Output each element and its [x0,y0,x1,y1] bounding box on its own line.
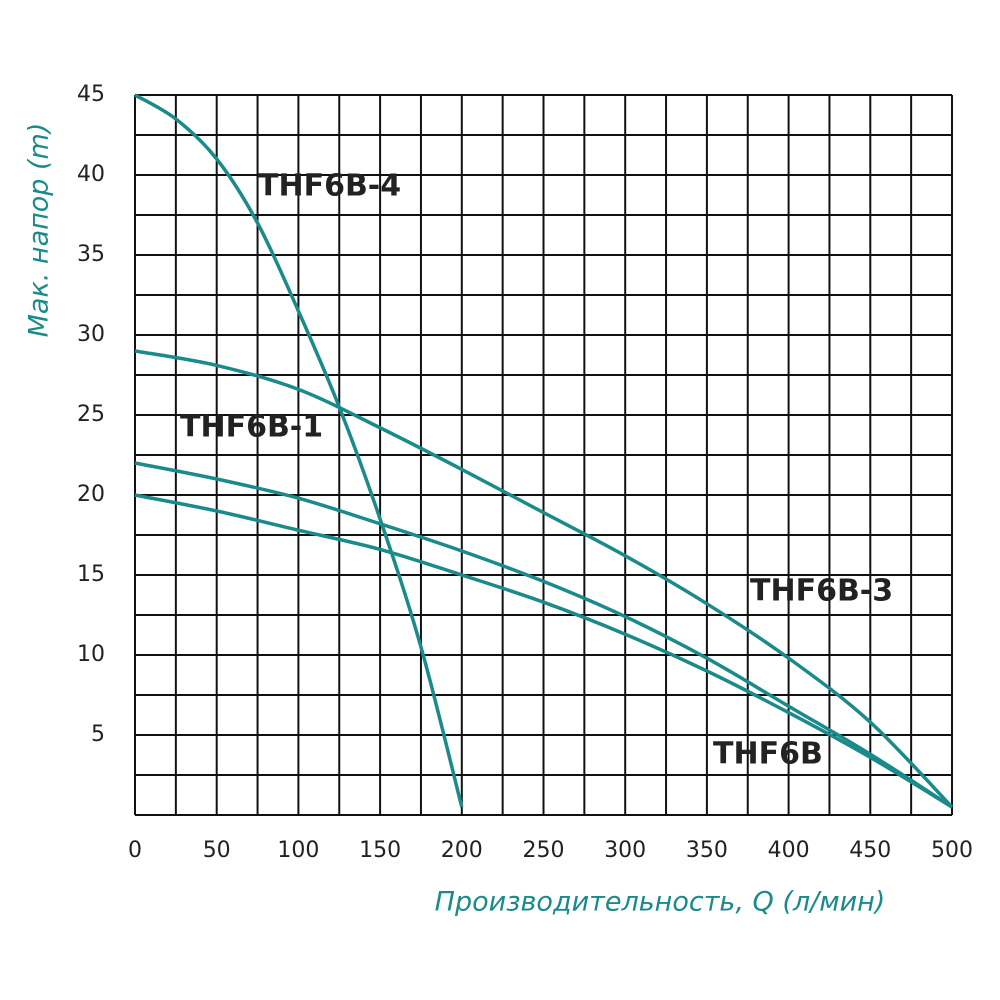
x-axis-title: Производительность, Q (л/мин) [435,887,886,918]
series-label: THF6B-4 [258,169,401,204]
y-tick-label: 45 [77,82,105,107]
series-label: THF6B-3 [750,574,893,609]
y-tick-label: 30 [77,322,105,347]
x-tick-label: 50 [203,838,231,863]
y-tick-label: 10 [77,642,105,667]
curve [134,493,953,809]
x-tick-label: 500 [931,838,973,863]
x-tick-label: 400 [768,838,810,863]
x-tick-label: 250 [523,838,565,863]
x-tick-label: 0 [128,838,142,863]
y-tick-label: 20 [77,482,105,507]
curve [134,461,953,809]
y-tick-label: 40 [77,162,105,187]
y-axis-title: Мак. напор (m) [24,123,55,338]
x-tick-label: 350 [686,838,728,863]
y-tick-label: 15 [77,562,105,587]
x-tick-label: 200 [441,838,483,863]
y-tick-label: 25 [77,402,105,427]
series-label: THF6B-1 [180,410,323,445]
curve [134,349,954,809]
x-tick-label: 150 [359,838,401,863]
y-tick-label: 35 [77,242,105,267]
series-label: THF6B [713,737,823,772]
x-tick-label: 100 [277,838,319,863]
x-tick-label: 300 [604,838,646,863]
curve [134,93,464,808]
x-tick-label: 450 [849,838,891,863]
y-tick-label: 5 [91,722,105,747]
